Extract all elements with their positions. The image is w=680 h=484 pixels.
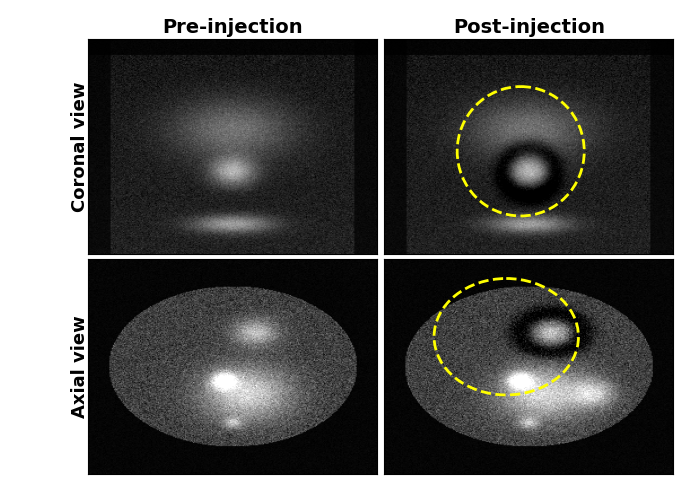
Title: Pre-injection: Pre-injection: [163, 18, 303, 37]
Y-axis label: Coronal view: Coronal view: [71, 81, 89, 212]
Y-axis label: Axial view: Axial view: [71, 315, 89, 418]
Title: Post-injection: Post-injection: [453, 18, 605, 37]
